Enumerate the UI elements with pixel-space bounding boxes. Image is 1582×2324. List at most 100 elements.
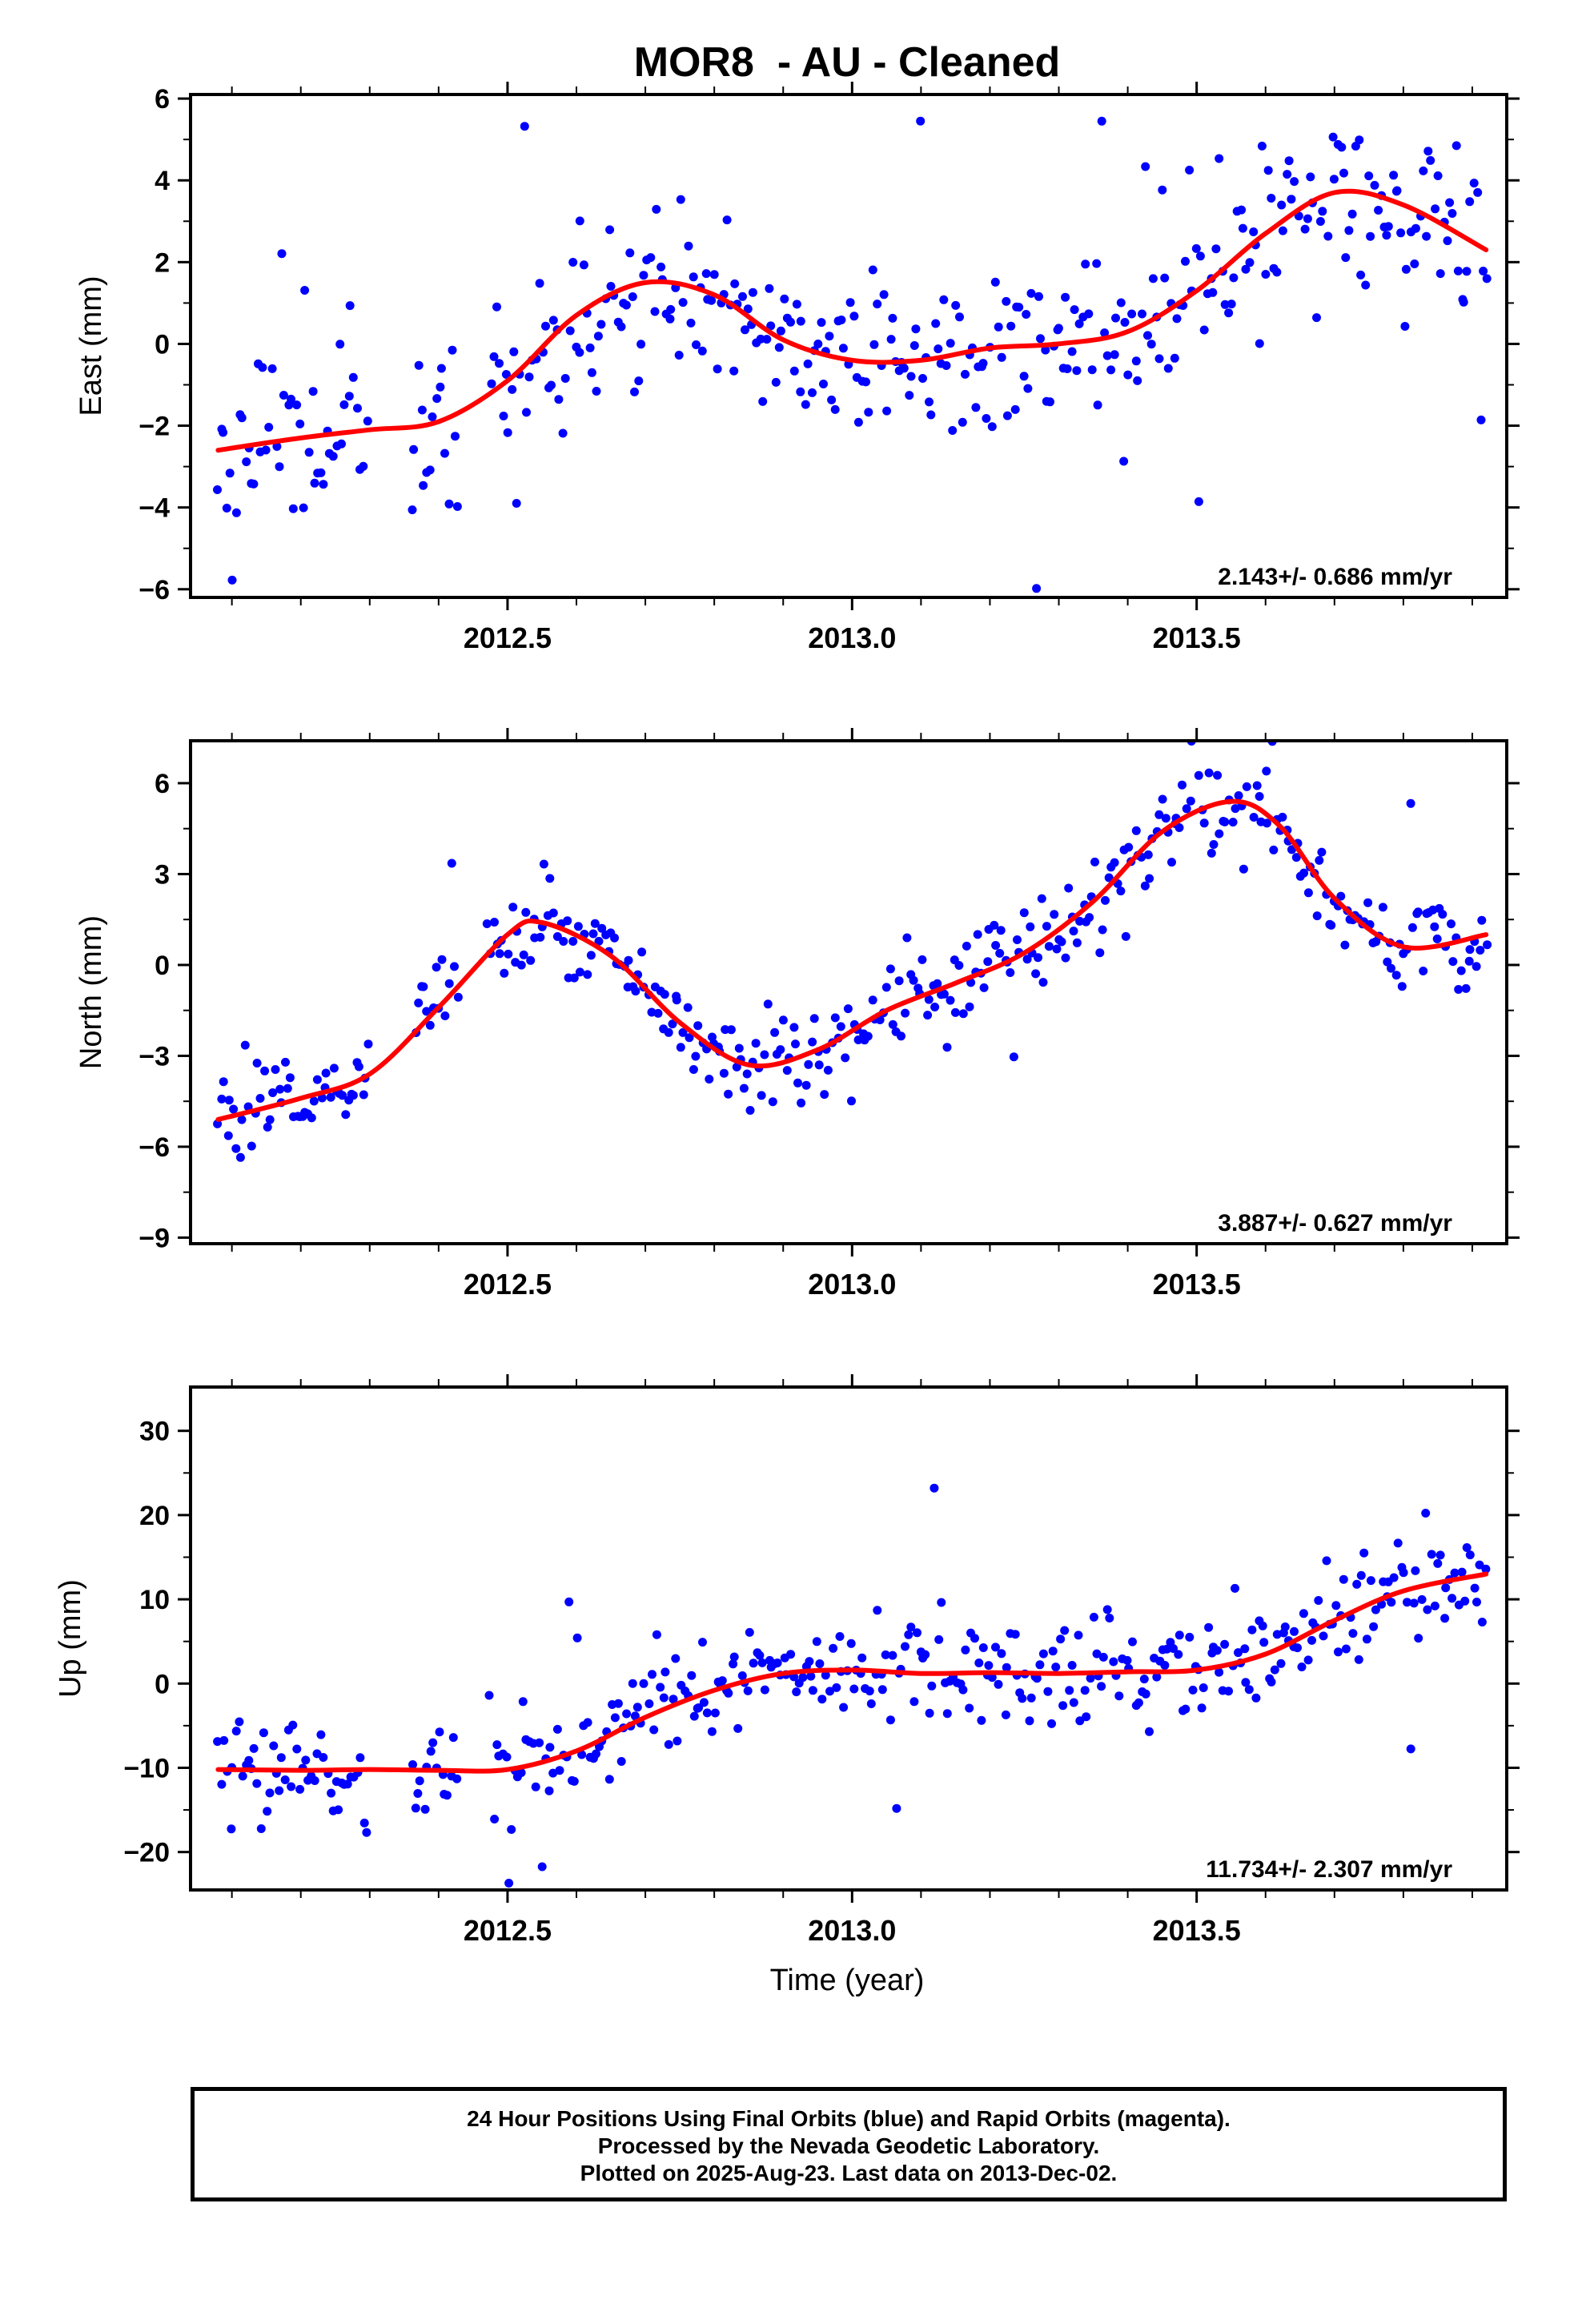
data-point [881, 983, 891, 992]
data-point [760, 1685, 769, 1695]
data-point [343, 1779, 352, 1789]
data-point [450, 962, 459, 971]
data-point [644, 1699, 654, 1708]
data-point [923, 1011, 933, 1020]
data-point [1278, 812, 1287, 822]
data-point [256, 1824, 266, 1833]
data-point [717, 1676, 727, 1686]
data-point [991, 941, 1001, 950]
data-point [1336, 891, 1346, 901]
data-point [541, 321, 550, 331]
data-point [341, 1110, 351, 1120]
data-point [1440, 1614, 1450, 1623]
data-point [1334, 1647, 1343, 1657]
data-point [830, 1013, 840, 1023]
data-point [792, 300, 801, 309]
y-tick-label: −3 [139, 1041, 170, 1072]
data-point [709, 270, 719, 279]
data-point [490, 1815, 500, 1823]
data-point [984, 1661, 994, 1671]
data-point [1060, 1626, 1070, 1635]
data-point [426, 1747, 436, 1756]
data-point [1143, 850, 1153, 859]
data-point [1307, 1635, 1316, 1645]
data-point [1215, 829, 1224, 838]
data-point [990, 920, 999, 930]
data-point [490, 918, 499, 927]
data-point [881, 1650, 890, 1659]
data-point [652, 204, 661, 214]
data-point [558, 428, 568, 438]
data-point [596, 320, 606, 329]
data-point [973, 930, 982, 939]
data-point [265, 1788, 275, 1798]
data-point [837, 316, 846, 324]
data-point [569, 973, 579, 983]
data-point [1352, 1579, 1362, 1589]
data-point [1185, 1632, 1195, 1642]
data-point [508, 384, 517, 394]
data-point [1417, 1594, 1427, 1604]
data-point [946, 339, 955, 348]
data-point [865, 1687, 874, 1696]
y-tick-label: 10 [139, 1585, 170, 1615]
data-point [568, 258, 578, 267]
data-point [271, 1065, 280, 1074]
data-point [1152, 1672, 1162, 1682]
data-point [577, 1750, 587, 1759]
data-point [448, 345, 457, 355]
data-point [587, 368, 596, 377]
data-point [873, 1606, 882, 1615]
data-point [301, 1755, 311, 1765]
data-point [765, 283, 774, 293]
data-point [1111, 313, 1120, 323]
y-tick-label: 3 [155, 859, 170, 890]
x-tick-label: 2012.5 [464, 1914, 552, 1947]
data-point [583, 1718, 592, 1727]
data-point [1391, 971, 1401, 980]
data-point [1034, 953, 1042, 963]
data-point [721, 1025, 730, 1035]
data-point [292, 1744, 302, 1754]
data-point [825, 1687, 834, 1696]
data-point [656, 262, 666, 271]
data-point [869, 340, 879, 349]
data-point [979, 983, 989, 992]
data-point [994, 1679, 1003, 1689]
data-point [219, 428, 228, 437]
data-point [1344, 226, 1354, 235]
data-point [797, 1098, 806, 1108]
data-point [1459, 297, 1468, 307]
data-point [1341, 1644, 1351, 1654]
data-point [327, 1788, 336, 1798]
data-point [1392, 186, 1402, 195]
data-point [661, 1667, 670, 1677]
data-point [814, 1060, 824, 1070]
data-point [563, 916, 572, 926]
x-tick-label: 2013.5 [1153, 1914, 1241, 1947]
data-point [686, 318, 696, 328]
y-tick-label: 20 [139, 1501, 170, 1531]
data-point [307, 1113, 316, 1123]
data-point [1194, 497, 1203, 506]
data-point [319, 480, 328, 489]
data-point [1315, 855, 1324, 865]
data-point [832, 1683, 841, 1692]
data-point [1426, 155, 1435, 165]
data-point [1090, 857, 1099, 866]
data-point [689, 1065, 698, 1074]
data-point [763, 999, 773, 1009]
data-point [906, 1622, 916, 1632]
data-point [1403, 1598, 1411, 1607]
data-point [1366, 1576, 1375, 1586]
data-point [1340, 940, 1350, 950]
data-point [1170, 353, 1179, 363]
data-point [801, 400, 810, 409]
data-point [1032, 584, 1042, 593]
data-point [1023, 384, 1033, 393]
data-point [930, 1483, 939, 1493]
data-point [1072, 366, 1082, 376]
data-point [974, 1659, 984, 1667]
data-point [258, 363, 267, 372]
data-point [495, 359, 504, 368]
